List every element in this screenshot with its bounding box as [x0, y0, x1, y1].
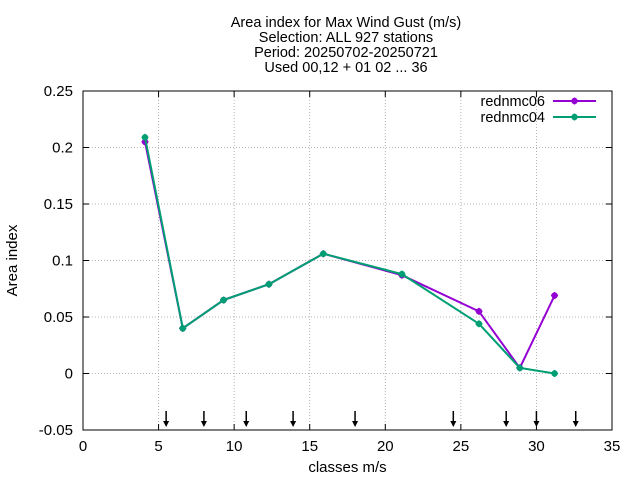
y-tick-label: 0.1 [52, 253, 73, 270]
series-line-rednmc04 [144, 137, 555, 375]
series-line-rednmc06 [144, 141, 556, 369]
grid [83, 91, 612, 430]
arrow-marker-head [450, 421, 457, 427]
y-tick-label: 0.05 [44, 309, 73, 326]
arrow-marker-head [163, 421, 170, 427]
legend-label-rednmc04: rednmc04 [481, 110, 545, 126]
arrow-marker-head [503, 421, 510, 427]
x-tick-label: 25 [453, 438, 470, 455]
y-tick-label: -0.05 [39, 422, 73, 439]
series-rednmc04 [141, 133, 559, 377]
axis-ticks: 0 5 10 15 20 25 30 35 -0.05 0 0.05 0.1 0.15 0.2 0.25 [39, 83, 621, 455]
x-tick-label: 20 [377, 438, 394, 455]
x-tick-label: 30 [528, 438, 545, 455]
x-tick-label: 0 [79, 438, 87, 455]
series-rednmc06 [141, 138, 559, 372]
x-tick-label: 5 [154, 438, 162, 455]
title-line-1: Area index for Max Wind Gust (m/s) [231, 15, 461, 31]
y-tick-label: 0.2 [52, 140, 73, 157]
x-tick-label: 10 [226, 438, 243, 455]
arrow-marker-head [572, 421, 579, 427]
arrow-marker-head [200, 421, 207, 427]
arrow-marker-head [352, 421, 359, 427]
title-line-2: Selection: ALL 927 stations [259, 30, 433, 46]
y-tick-label: 0.25 [44, 83, 73, 100]
title-line-4: Used 00,12 + 01 02 ... 36 [264, 60, 427, 76]
y-tick-label: 0 [65, 366, 73, 383]
title-line-3: Period: 20250702-20250721 [254, 45, 438, 61]
arrow-marker-head [533, 421, 540, 427]
arrow-marker-head [243, 421, 250, 427]
y-axis-label: Area index [4, 224, 21, 296]
x-tick-label: 15 [301, 438, 318, 455]
chart-title: Area index for Max Wind Gust (m/s)Select… [231, 15, 461, 76]
x-tick-label: 35 [604, 438, 621, 455]
series [141, 133, 559, 377]
x-axis-label: classes m/s [308, 459, 386, 476]
arrow-marker-head [290, 421, 297, 427]
arrow-markers [163, 411, 579, 427]
legend-label-rednmc06: rednmc06 [481, 94, 545, 110]
y-tick-label: 0.15 [44, 196, 73, 213]
